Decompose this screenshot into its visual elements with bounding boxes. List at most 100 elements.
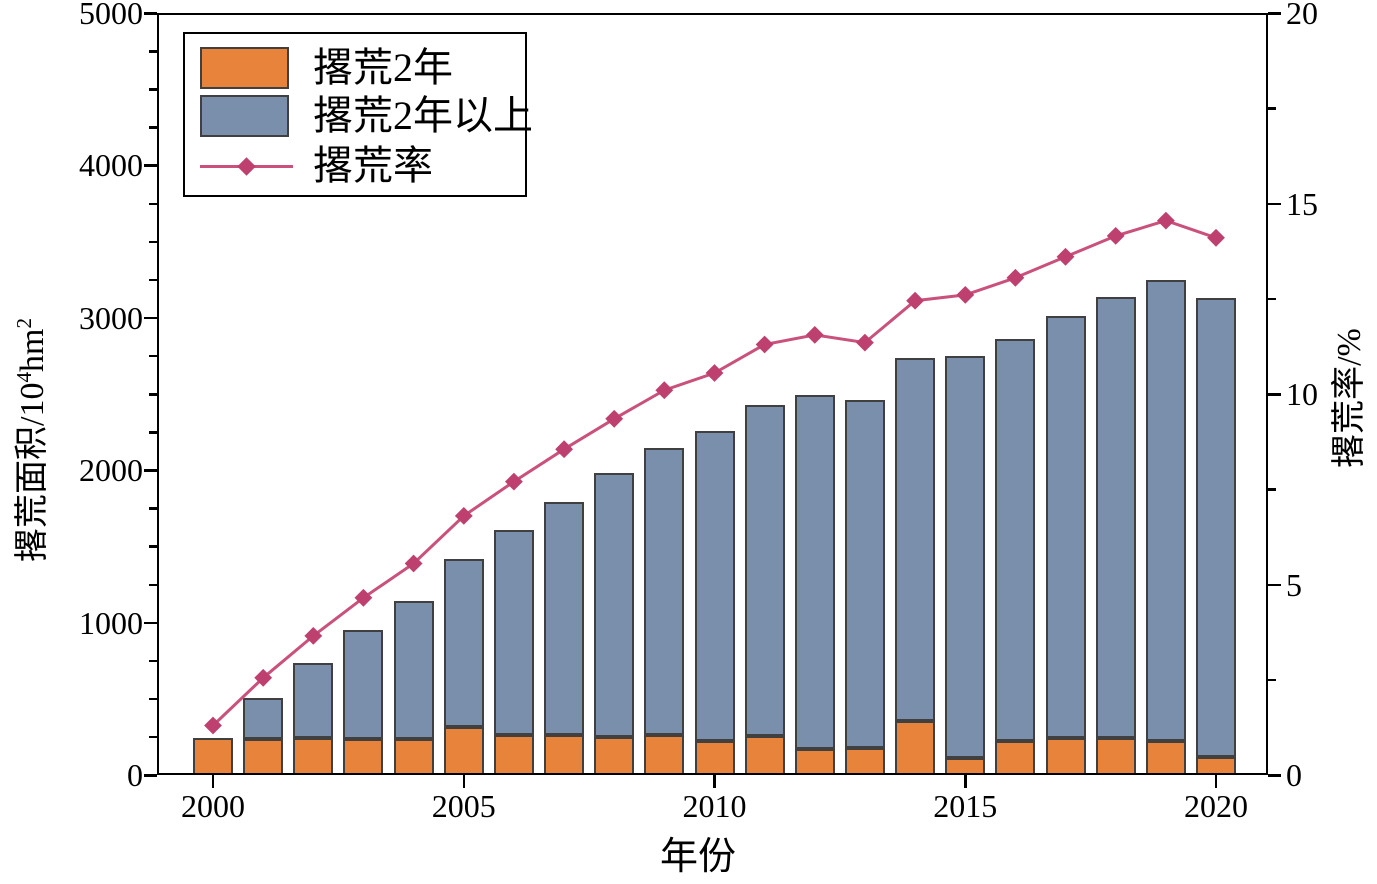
- bar-segment: [895, 720, 936, 775]
- x-tick-label: 2020: [1184, 788, 1248, 824]
- y-major-tick-right: [1268, 583, 1281, 586]
- bar-segment: [945, 355, 986, 759]
- y-minor-tick-right: [1268, 297, 1276, 301]
- x-tick-label: 2010: [682, 788, 747, 824]
- y-tick-label-right: 0: [1286, 757, 1302, 793]
- bar-segment: [844, 748, 885, 775]
- y-tick-label-right: 5: [1286, 566, 1302, 603]
- y-tick-label-right: 15: [1286, 185, 1318, 222]
- x-major-tick: [964, 775, 967, 788]
- legend-label: 撂荒2年以上: [313, 93, 533, 138]
- bar-segment: [644, 734, 685, 775]
- y-axis-title-left: 撂荒面积/104hm2: [11, 318, 52, 562]
- y-major-tick-right: [1268, 202, 1281, 205]
- y-minor-tick-left: [149, 659, 157, 663]
- bar-segment: [493, 529, 534, 736]
- y-major-tick-left: [144, 12, 157, 15]
- y-minor-tick-left: [149, 88, 157, 91]
- legend-label: 撂荒2年: [313, 45, 453, 90]
- y-tick-label-left: 5000: [79, 0, 143, 31]
- bar-segment: [995, 339, 1036, 741]
- bar-segment: [995, 740, 1036, 775]
- bar-segment: [243, 739, 284, 775]
- y-minor-tick-left: [149, 354, 157, 358]
- y-minor-tick-left: [149, 240, 157, 244]
- bar-segment: [744, 404, 785, 737]
- bar-segment: [293, 737, 334, 775]
- legend-item-abandoned-2yr: 撂荒2年: [200, 46, 453, 90]
- bar-segment: [1045, 737, 1086, 775]
- x-tick-label: 2005: [431, 788, 496, 824]
- bar-segment: [1196, 756, 1236, 775]
- bar-segment: [594, 736, 635, 775]
- x-major-tick: [1214, 775, 1218, 788]
- bar-segment: [895, 358, 936, 721]
- y-tick-label-left: 4000: [79, 147, 143, 184]
- bar-segment: [744, 736, 785, 775]
- bar-segment: [945, 758, 986, 775]
- y-tick-label-right: 10: [1286, 376, 1318, 412]
- x-axis-title: 年份: [660, 836, 737, 878]
- y-tick-label-left: 3000: [79, 299, 143, 336]
- y-minor-tick-left: [149, 278, 157, 282]
- bar-segment: [1095, 737, 1136, 775]
- y-minor-tick-left: [149, 431, 157, 434]
- bar-segment: [193, 737, 233, 775]
- bar-segment: [694, 741, 735, 775]
- x-tick-label: 2015: [933, 788, 998, 824]
- y-tick-label-left: 2000: [79, 452, 143, 489]
- bar-segment: [644, 448, 685, 735]
- y-major-tick-left: [144, 164, 157, 167]
- y-major-tick-left: [144, 621, 157, 625]
- legend-swatch-blue-icon: [200, 95, 289, 137]
- bar-segment: [1095, 297, 1136, 738]
- y-minor-tick-left: [149, 507, 157, 510]
- bar-segment: [694, 431, 735, 742]
- bar-segment: [1145, 741, 1186, 775]
- bar-segment: [343, 739, 384, 775]
- legend-item-abandonment-rate: 撂荒率: [200, 144, 433, 188]
- y-major-tick-left: [144, 774, 157, 777]
- y-major-tick-right: [1268, 393, 1281, 396]
- bar-segment: [393, 739, 434, 775]
- legend-item-abandoned-over-2yr: 撂荒2年以上: [200, 94, 533, 138]
- legend-box: 撂荒2年 撂荒2年以上 撂荒率: [183, 32, 533, 197]
- bar-segment: [1145, 279, 1186, 742]
- bar-segment: [1196, 298, 1236, 757]
- y-minor-tick-right: [1268, 488, 1276, 491]
- bar-segment: [1045, 316, 1086, 738]
- y-minor-tick-left: [149, 583, 157, 586]
- legend-label: 撂荒率: [313, 143, 433, 188]
- y-major-tick-left: [144, 316, 157, 320]
- bar-segment: [293, 663, 334, 738]
- bar-segment: [493, 735, 534, 775]
- bar-segment: [544, 502, 585, 736]
- y-minor-tick-left: [149, 545, 157, 548]
- bar-segment: [544, 735, 585, 775]
- bar-segment: [794, 749, 835, 775]
- bar-segment: [844, 400, 885, 749]
- bar-segment: [794, 394, 835, 750]
- legend-line-marker-icon: [200, 156, 293, 176]
- y-minor-tick-left: [149, 126, 157, 129]
- y-minor-tick-left: [149, 735, 157, 739]
- x-tick-label: 2000: [181, 788, 245, 824]
- bar-segment: [243, 698, 284, 740]
- y-major-tick-left: [144, 469, 157, 472]
- bar-segment: [443, 727, 484, 775]
- y-tick-label-left: 1000: [79, 604, 143, 641]
- bar-segment: [393, 600, 434, 740]
- y-minor-tick-left: [149, 393, 157, 396]
- y-minor-tick-right: [1268, 107, 1276, 110]
- y-minor-tick-left: [149, 50, 157, 53]
- x-major-tick: [462, 775, 465, 788]
- x-major-tick: [713, 775, 716, 788]
- bar-segment: [594, 472, 635, 737]
- y-major-tick-right: [1268, 12, 1281, 15]
- y-tick-label-left: 0: [127, 757, 143, 793]
- x-major-tick: [211, 775, 215, 788]
- y-major-tick-right: [1268, 774, 1281, 777]
- y-minor-tick-left: [149, 697, 157, 701]
- bar-segment: [343, 630, 384, 740]
